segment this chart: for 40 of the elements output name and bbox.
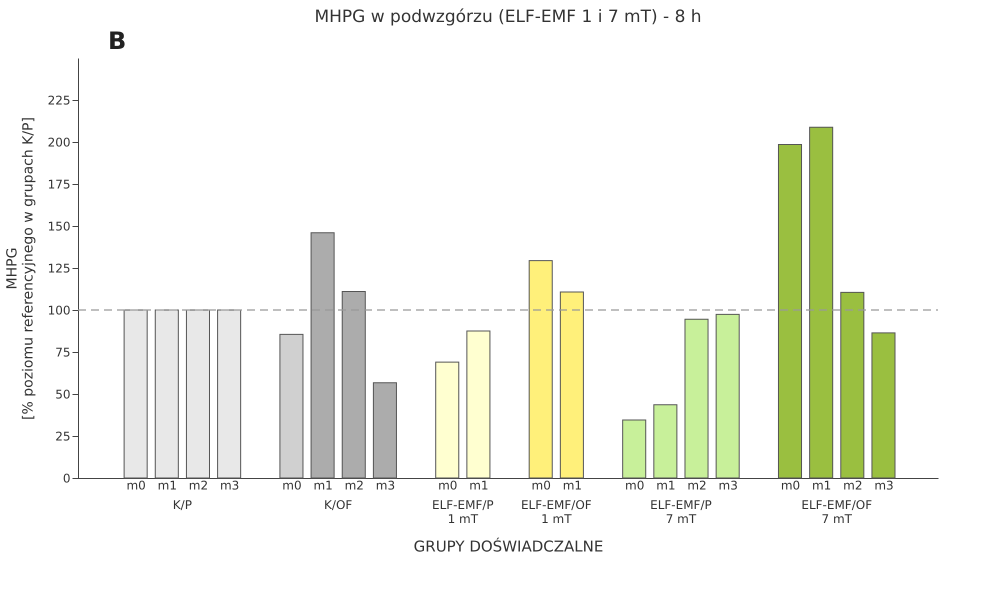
y-tick-label: 25 — [55, 430, 70, 444]
x-tick-label: m3 — [220, 478, 240, 492]
x-tick-label: m1 — [812, 478, 832, 492]
x-tick-label: m1 — [313, 478, 333, 492]
series-label: K/OF — [324, 498, 352, 512]
series-label: ELF-EMF/P 7 mT — [650, 498, 712, 526]
y-axis-title: MHPG [% poziomu referencyjnego w grupach K/P] — [4, 117, 37, 420]
x-tick-label: m2 — [188, 478, 208, 492]
y-tick-label: 50 — [55, 388, 70, 402]
x-tick-label: m1 — [158, 478, 177, 492]
x-tick-label: m1 — [469, 478, 489, 492]
x-tick-label: m1 — [562, 478, 582, 492]
y-tick-label: 0 — [62, 472, 70, 486]
y-tick-label: 200 — [48, 136, 70, 150]
x-axis-title: GRUPY DOŚWIADCZALNE — [414, 538, 604, 556]
x-tick-label: m3 — [874, 478, 894, 492]
x-tick-label: m3 — [376, 478, 396, 492]
x-tick-label: m0 — [532, 478, 551, 492]
x-tick-label: m0 — [438, 478, 458, 492]
x-tick-label: m2 — [687, 478, 707, 492]
y-tick-label: 225 — [48, 94, 70, 108]
x-tick-label: m2 — [344, 478, 364, 492]
x-tick-label: m0 — [625, 478, 644, 492]
x-tick-label: m0 — [282, 478, 302, 492]
x-tick-label: m1 — [656, 478, 676, 492]
y-tick-label: 175 — [48, 178, 70, 192]
y-tick-label: 150 — [48, 220, 70, 234]
y-tick-label: 100 — [48, 304, 70, 318]
text: B — [108, 27, 126, 55]
x-tick-label: m2 — [843, 478, 862, 492]
x-tick-label: m0 — [126, 478, 146, 492]
chart-title: MHPG w podwzgórzu (ELF-EMF 1 i 7 mT) - 8 h — [314, 7, 702, 27]
y-tick-label: 75 — [55, 346, 70, 360]
series-label: ELF-EMF/OF 1 mT — [520, 498, 592, 526]
y-tick-label: 125 — [48, 262, 70, 276]
x-tick-label: m3 — [718, 478, 738, 492]
series-label: K/P — [172, 498, 192, 512]
series-label: ELF-EMF/OF 7 mT — [801, 498, 872, 526]
series-label: ELF-EMF/P 1 mT — [432, 498, 494, 526]
x-tick-label: m0 — [780, 478, 800, 492]
